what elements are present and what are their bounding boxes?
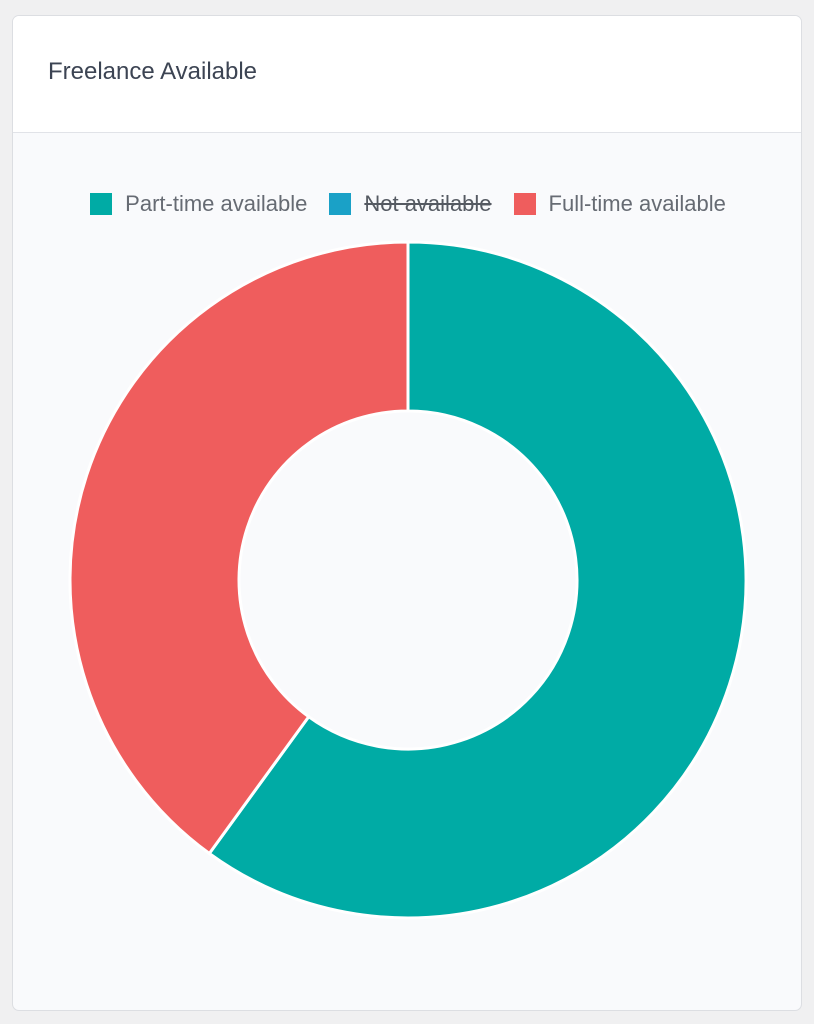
legend-label-full-time: Full-time available	[548, 191, 726, 216]
chart-card: Freelance Available Part-time available …	[12, 15, 802, 1011]
legend-label-part-time: Part-time available	[125, 191, 308, 216]
doughnut-slice-part-time-available[interactable]	[207, 240, 748, 920]
chart-legend: Part-time available Not available Full-t…	[13, 191, 801, 217]
legend-swatch-part-time	[90, 193, 113, 215]
legend-swatch-full-time	[513, 193, 536, 215]
legend-label-not-available: Not available	[364, 191, 492, 216]
card-header: Freelance Available	[13, 16, 801, 133]
card-title: Freelance Available	[48, 58, 258, 85]
legend-swatch-not-available	[329, 193, 352, 215]
legend-item-part-time[interactable]: Part-time available	[90, 191, 307, 217]
legend-item-not-available[interactable]: Not available	[329, 191, 492, 217]
doughnut-chart	[68, 240, 748, 920]
doughnut-slice-full-time-available[interactable]	[68, 240, 410, 856]
legend-item-full-time[interactable]: Full-time available	[513, 191, 726, 217]
